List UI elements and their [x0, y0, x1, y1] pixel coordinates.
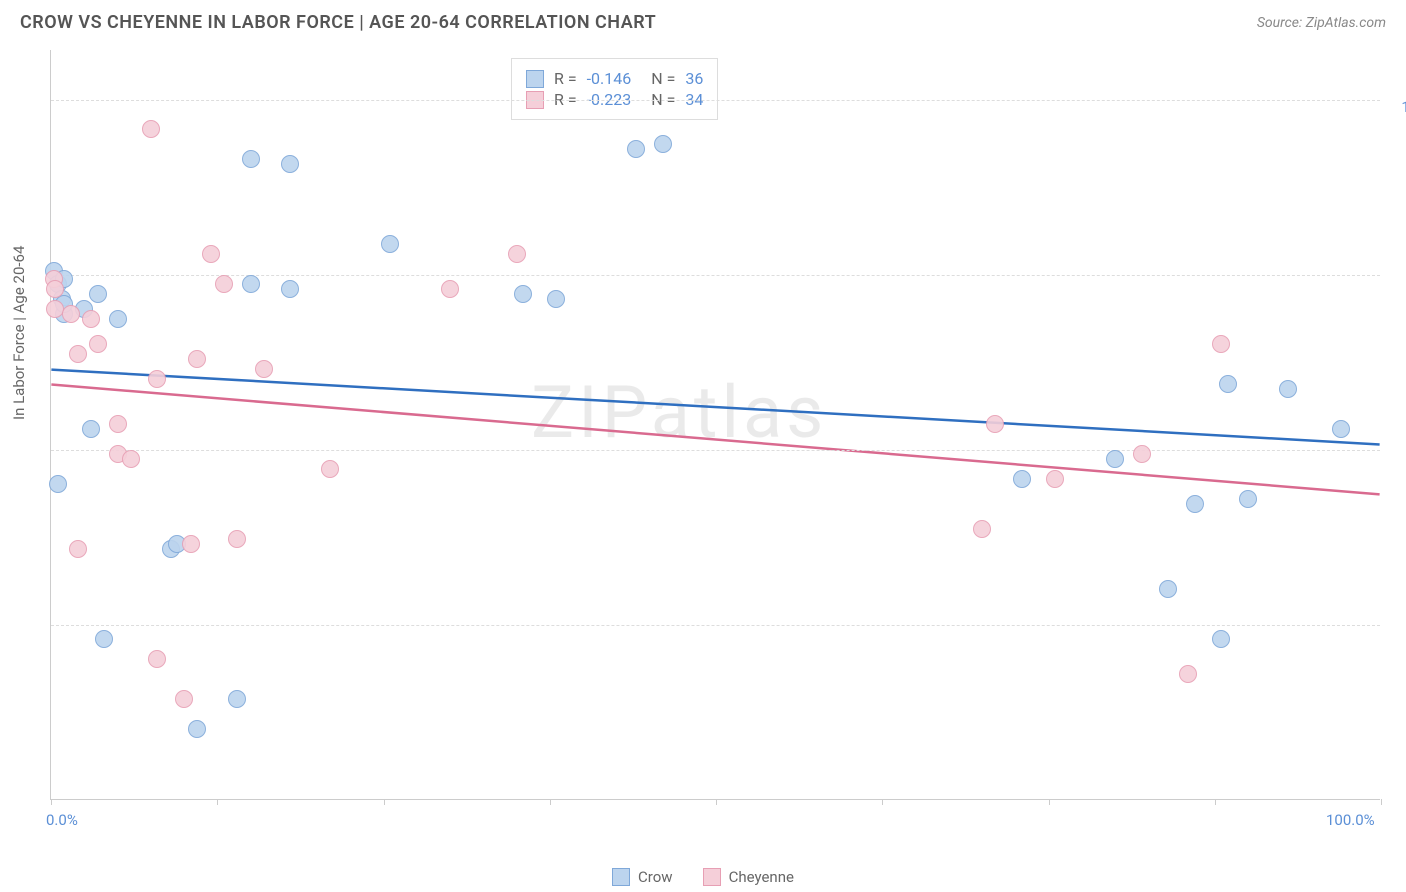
scatter-point — [441, 280, 459, 298]
legend: Crow Cheyenne — [0, 868, 1406, 886]
scatter-point — [1013, 470, 1031, 488]
scatter-point — [202, 245, 220, 263]
x-tick-label: 100.0% — [1326, 811, 1375, 829]
scatter-point — [1186, 495, 1204, 513]
scatter-point — [1212, 630, 1230, 648]
scatter-point — [1133, 445, 1151, 463]
watermark-text: ZIPatlas — [531, 370, 827, 455]
scatter-point — [255, 360, 273, 378]
x-tick — [716, 799, 717, 805]
scatter-point — [1179, 665, 1197, 683]
scatter-point — [654, 135, 672, 153]
gridline-h — [51, 625, 1380, 626]
scatter-point — [281, 155, 299, 173]
scatter-point — [1046, 470, 1064, 488]
scatter-point — [109, 310, 127, 328]
r-label: R = — [554, 69, 577, 88]
x-tick — [1381, 799, 1382, 805]
scatter-point — [1159, 580, 1177, 598]
gridline-h — [51, 100, 1380, 101]
scatter-point — [49, 475, 67, 493]
chart-title: CROW VS CHEYENNE IN LABOR FORCE | AGE 20… — [20, 12, 656, 33]
scatter-point — [215, 275, 233, 293]
correlation-row: R = -0.146 N = 36 — [526, 69, 703, 88]
scatter-point — [188, 350, 206, 368]
scatter-point — [62, 305, 80, 323]
x-tick — [550, 799, 551, 805]
scatter-point — [281, 280, 299, 298]
scatter-point — [69, 345, 87, 363]
scatter-point — [188, 720, 206, 738]
r-value: -0.146 — [587, 69, 632, 88]
chart-plot-area: ZIPatlas R =-0.146N =36R =-0.223N =34 47… — [50, 50, 1380, 800]
scatter-point — [973, 520, 991, 538]
scatter-point — [1219, 375, 1237, 393]
scatter-point — [109, 415, 127, 433]
x-tick — [1215, 799, 1216, 805]
scatter-point — [1106, 450, 1124, 468]
correlation-stats-box: R =-0.146N =36R =-0.223N =34 — [511, 58, 718, 120]
y-tick-label: 47.5% — [1390, 623, 1406, 641]
scatter-point — [242, 275, 260, 293]
scatter-point — [381, 235, 399, 253]
scatter-point — [242, 150, 260, 168]
scatter-point — [228, 690, 246, 708]
y-tick-label: 100.0% — [1390, 98, 1406, 116]
scatter-point — [95, 630, 113, 648]
y-tick-label: 65.0% — [1390, 448, 1406, 466]
scatter-point — [1239, 490, 1257, 508]
x-tick — [384, 799, 385, 805]
scatter-point — [82, 420, 100, 438]
n-label: N = — [651, 69, 675, 88]
trend-line — [51, 370, 1379, 445]
scatter-point — [321, 460, 339, 478]
legend-swatch — [703, 868, 721, 886]
legend-item: Crow — [612, 868, 673, 886]
trend-line — [51, 385, 1379, 495]
scatter-point — [148, 650, 166, 668]
scatter-point — [508, 245, 526, 263]
y-axis-label: In Labor Force | Age 20-64 — [10, 246, 28, 420]
scatter-point — [1212, 335, 1230, 353]
scatter-point — [89, 285, 107, 303]
legend-label: Cheyenne — [729, 868, 794, 886]
gridline-h — [51, 450, 1380, 451]
scatter-point — [1279, 380, 1297, 398]
scatter-point — [228, 530, 246, 548]
scatter-point — [627, 140, 645, 158]
n-value: 36 — [685, 69, 703, 88]
scatter-point — [514, 285, 532, 303]
scatter-point — [122, 450, 140, 468]
x-tick — [882, 799, 883, 805]
x-tick — [217, 799, 218, 805]
source-label: Source: ZipAtlas.com — [1257, 15, 1386, 31]
scatter-point — [89, 335, 107, 353]
scatter-point — [69, 540, 87, 558]
scatter-point — [1332, 420, 1350, 438]
scatter-point — [142, 120, 160, 138]
legend-swatch — [612, 868, 630, 886]
legend-item: Cheyenne — [703, 868, 794, 886]
scatter-point — [547, 290, 565, 308]
x-tick-label: 0.0% — [46, 811, 78, 829]
scatter-point — [46, 280, 64, 298]
legend-label: Crow — [638, 868, 673, 886]
scatter-point — [182, 535, 200, 553]
scatter-point — [82, 310, 100, 328]
x-tick — [51, 799, 52, 805]
scatter-point — [175, 690, 193, 708]
scatter-point — [148, 370, 166, 388]
scatter-point — [986, 415, 1004, 433]
y-tick-label: 82.5% — [1390, 273, 1406, 291]
series-swatch — [526, 70, 544, 88]
x-tick — [1049, 799, 1050, 805]
